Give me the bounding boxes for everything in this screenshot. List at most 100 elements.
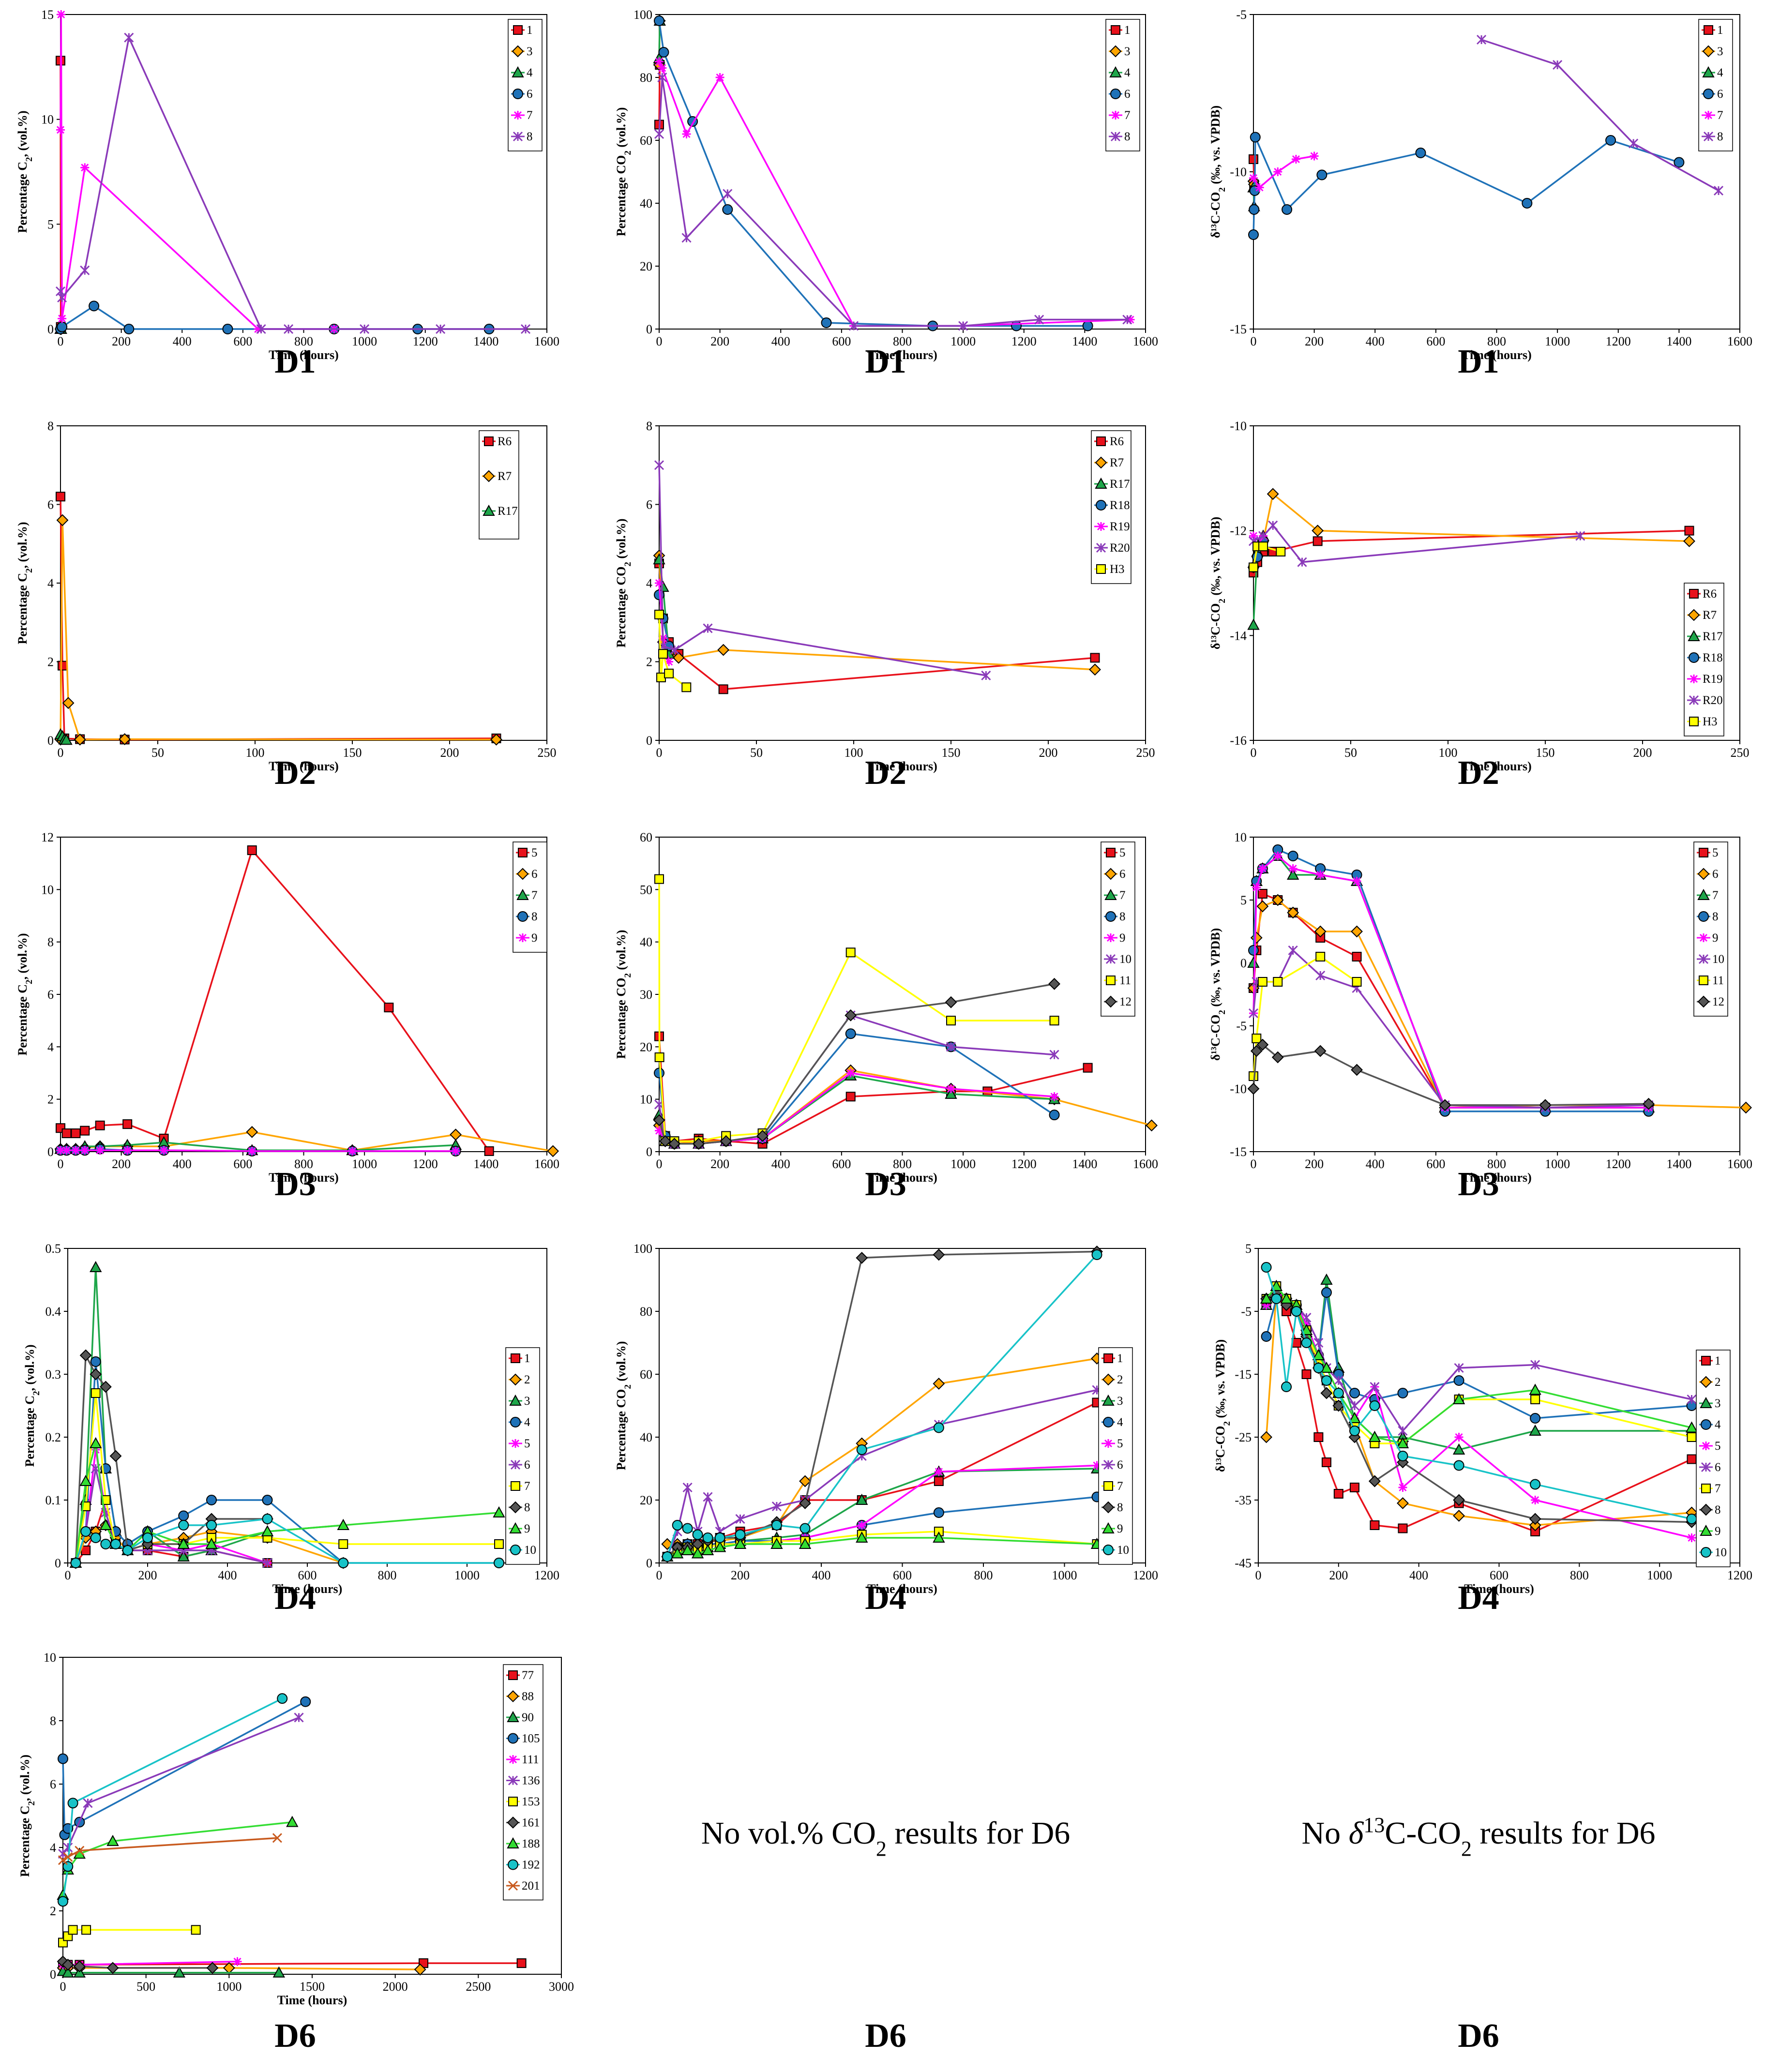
- x-tick-label: 1400: [1072, 1157, 1097, 1171]
- data-point: [206, 1520, 217, 1531]
- y-tick-label: 0: [646, 322, 652, 336]
- data-point: [715, 73, 724, 82]
- plot-frame: [67, 1248, 547, 1563]
- x-tick-label: 1600: [534, 1157, 559, 1171]
- x-tick-label: 1000: [352, 334, 377, 348]
- data-point: [658, 47, 669, 58]
- data-point: [1320, 1273, 1333, 1285]
- series-R6: [56, 492, 501, 745]
- data-point: [682, 130, 691, 138]
- data-point: [1397, 1388, 1408, 1398]
- y-tick-label: 0.4: [45, 1305, 61, 1319]
- data-point: [80, 1146, 90, 1155]
- data-point: [1350, 1483, 1359, 1492]
- legend-marker: [510, 1417, 521, 1427]
- legend-marker: [512, 45, 524, 58]
- plot-frame: [60, 425, 547, 741]
- legend-label: 5: [531, 846, 538, 859]
- x-axis-label: Time (hours): [867, 759, 937, 773]
- legend-label: 8: [524, 1501, 530, 1514]
- legend-label: 136: [522, 1774, 540, 1787]
- y-tick-label: 10: [41, 883, 54, 897]
- legend-marker: [1095, 456, 1107, 469]
- legend-label: 7: [1717, 109, 1723, 122]
- data-point: [1313, 1337, 1324, 1348]
- series-9: [1249, 852, 1653, 1112]
- y-tick-label: -10: [1230, 419, 1247, 433]
- series-R20: [1248, 520, 1585, 567]
- legend-label: 7: [524, 1480, 530, 1493]
- y-tick-label: 0.5: [45, 1242, 61, 1256]
- data-point: [1288, 864, 1297, 873]
- legend: 1 3 4 6 7 8: [1105, 19, 1140, 151]
- legend-label: H3: [1703, 715, 1718, 728]
- data-point: [1529, 1519, 1541, 1531]
- legend-marker: [1703, 89, 1714, 99]
- legend-marker: [1104, 888, 1117, 900]
- legend-label: 8: [1715, 1503, 1721, 1516]
- data-point: [701, 1544, 714, 1555]
- legend-marker: [513, 25, 523, 35]
- legend-marker: [1689, 589, 1699, 599]
- x-tick-label: 1200: [1011, 1157, 1037, 1171]
- series-7: [662, 1527, 1102, 1562]
- data-point: [110, 1539, 121, 1549]
- data-point: [90, 1356, 101, 1367]
- x-tick-label: 600: [1490, 1568, 1509, 1582]
- legend-label: H3: [1110, 563, 1125, 576]
- legend-marker: [1689, 695, 1699, 706]
- data-point: [845, 947, 856, 958]
- data-point: [61, 1958, 74, 1971]
- legend-marker: [1111, 25, 1120, 35]
- data-point: [1453, 1460, 1464, 1471]
- series-6: [654, 15, 1093, 331]
- legend-label: 11: [1119, 974, 1131, 987]
- data-point: [1288, 945, 1298, 956]
- data-point: [653, 1114, 665, 1126]
- data-point: [1252, 883, 1261, 892]
- legend-marker: [516, 888, 529, 900]
- series-192: [58, 1693, 288, 1907]
- legend-marker: [516, 868, 529, 880]
- legend-marker: [513, 89, 523, 99]
- legend-marker: [518, 933, 527, 942]
- data-point: [1250, 132, 1261, 143]
- series-5: [1249, 889, 1654, 1112]
- data-point: [933, 1422, 944, 1433]
- series-11: [654, 874, 1059, 1146]
- series-2: [1260, 1286, 1698, 1531]
- legend-label: 6: [1119, 868, 1126, 881]
- legend-label: R6: [498, 435, 512, 448]
- legend-box: [1693, 841, 1728, 1017]
- x-tick-label: 1200: [1011, 334, 1037, 348]
- legend-marker: [1096, 564, 1106, 574]
- legend-label: 6: [1124, 88, 1131, 101]
- series-line: [1253, 524, 1581, 563]
- data-point: [664, 668, 674, 678]
- legend-marker: [518, 848, 528, 857]
- data-point: [1313, 1432, 1324, 1442]
- data-point: [1034, 315, 1044, 325]
- x-axis-label: Time (hours): [867, 1582, 937, 1596]
- data-point: [90, 1437, 102, 1448]
- legend-label: 161: [522, 1817, 540, 1830]
- data-point: [1247, 1082, 1260, 1095]
- data-point: [1369, 1475, 1381, 1487]
- legend-marker: [1700, 1503, 1712, 1516]
- legend-marker: [1689, 652, 1699, 663]
- data-point: [1321, 1375, 1332, 1386]
- data-point: [655, 1126, 664, 1135]
- data-point: [1529, 1424, 1541, 1436]
- x-tick-label: 1600: [1727, 1157, 1752, 1171]
- legend: R6 R7 R17 R18 R19 R20 H3: [1091, 430, 1131, 584]
- plot-frame: [1253, 14, 1740, 330]
- data-point: [67, 1798, 78, 1809]
- data-point: [178, 1520, 189, 1531]
- y-axis-label: Percentage CO2 (vol.%): [614, 930, 633, 1059]
- data-point: [62, 1146, 71, 1155]
- x-tick-label: 1000: [1545, 1157, 1570, 1171]
- data-point: [206, 1962, 219, 1974]
- data-point: [1276, 547, 1286, 556]
- legend-label: 3: [524, 1395, 530, 1408]
- data-point: [654, 1052, 664, 1062]
